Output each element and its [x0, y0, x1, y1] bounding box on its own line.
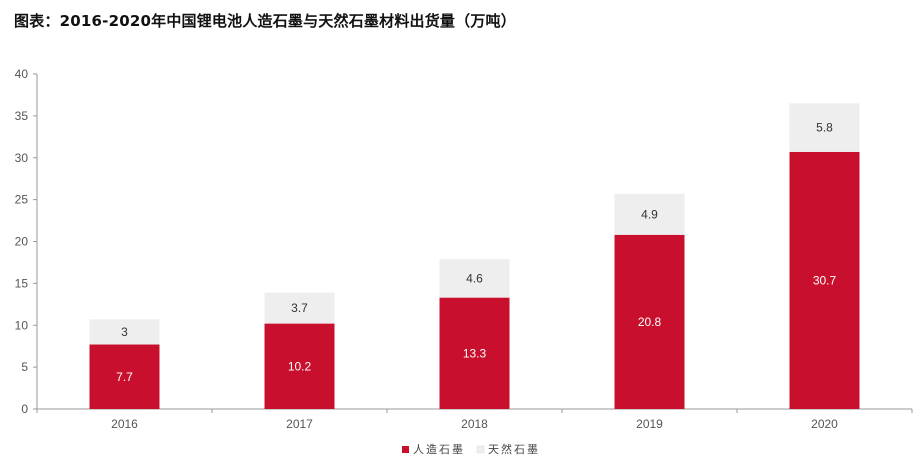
x-tick-label: 2018: [461, 417, 488, 431]
y-tick-label: 10: [15, 318, 29, 332]
bar-natural-graphite: [89, 319, 160, 345]
bar-value-label: 20.8: [638, 315, 662, 329]
y-tick-label: 40: [15, 67, 29, 81]
bar-value-label: 30.7: [813, 273, 837, 287]
bar-synthetic-graphite: [264, 323, 335, 409]
x-tick-label: 2016: [111, 417, 138, 431]
chart-legend: 人造石墨 天然石墨: [402, 442, 540, 456]
y-tick-label: 5: [21, 360, 28, 374]
x-tick-label: 2019: [636, 417, 663, 431]
bar-natural-graphite: [614, 193, 685, 235]
bar-synthetic-graphite: [439, 297, 510, 409]
bar-value-label: 3: [121, 325, 128, 339]
bar-synthetic-graphite: [789, 151, 860, 409]
bar-value-label: 4.9: [641, 207, 658, 221]
bar-synthetic-graphite: [614, 234, 685, 409]
bar-value-label: 5.8: [816, 121, 833, 135]
legend-label: 天然石墨: [488, 442, 540, 456]
y-tick-label: 35: [15, 109, 29, 123]
x-tick-label: 2017: [286, 417, 313, 431]
chart-bars: 7.7 3 10.2 3.7 13.3 4.6 20.8 4.9 30.7 5.8: [89, 103, 860, 409]
legend-swatch: [476, 445, 485, 454]
bar-value-label: 7.7: [116, 370, 133, 384]
bar-natural-graphite: [439, 259, 510, 298]
y-tick-label: 15: [15, 276, 29, 290]
bar-value-label: 13.3: [463, 346, 487, 360]
bar-natural-graphite: [789, 103, 860, 152]
x-tick-label: 2020: [811, 417, 838, 431]
bar-value-label: 4.6: [466, 271, 483, 285]
bar-value-label: 10.2: [288, 359, 312, 373]
legend-label: 人造石墨: [413, 442, 465, 456]
y-tick-label: 20: [15, 235, 29, 249]
bar-natural-graphite: [264, 292, 335, 324]
y-tick-label: 25: [15, 193, 29, 207]
bar-value-label: 3.7: [291, 301, 308, 315]
y-tick-label: 30: [15, 151, 29, 165]
bar-synthetic-graphite: [89, 344, 160, 409]
y-tick-label: 0: [21, 402, 28, 416]
chart-title: 图表：2016-2020年中国锂电池人造石墨与天然石墨材料出货量（万吨）: [14, 12, 516, 30]
legend-swatch: [402, 446, 409, 453]
